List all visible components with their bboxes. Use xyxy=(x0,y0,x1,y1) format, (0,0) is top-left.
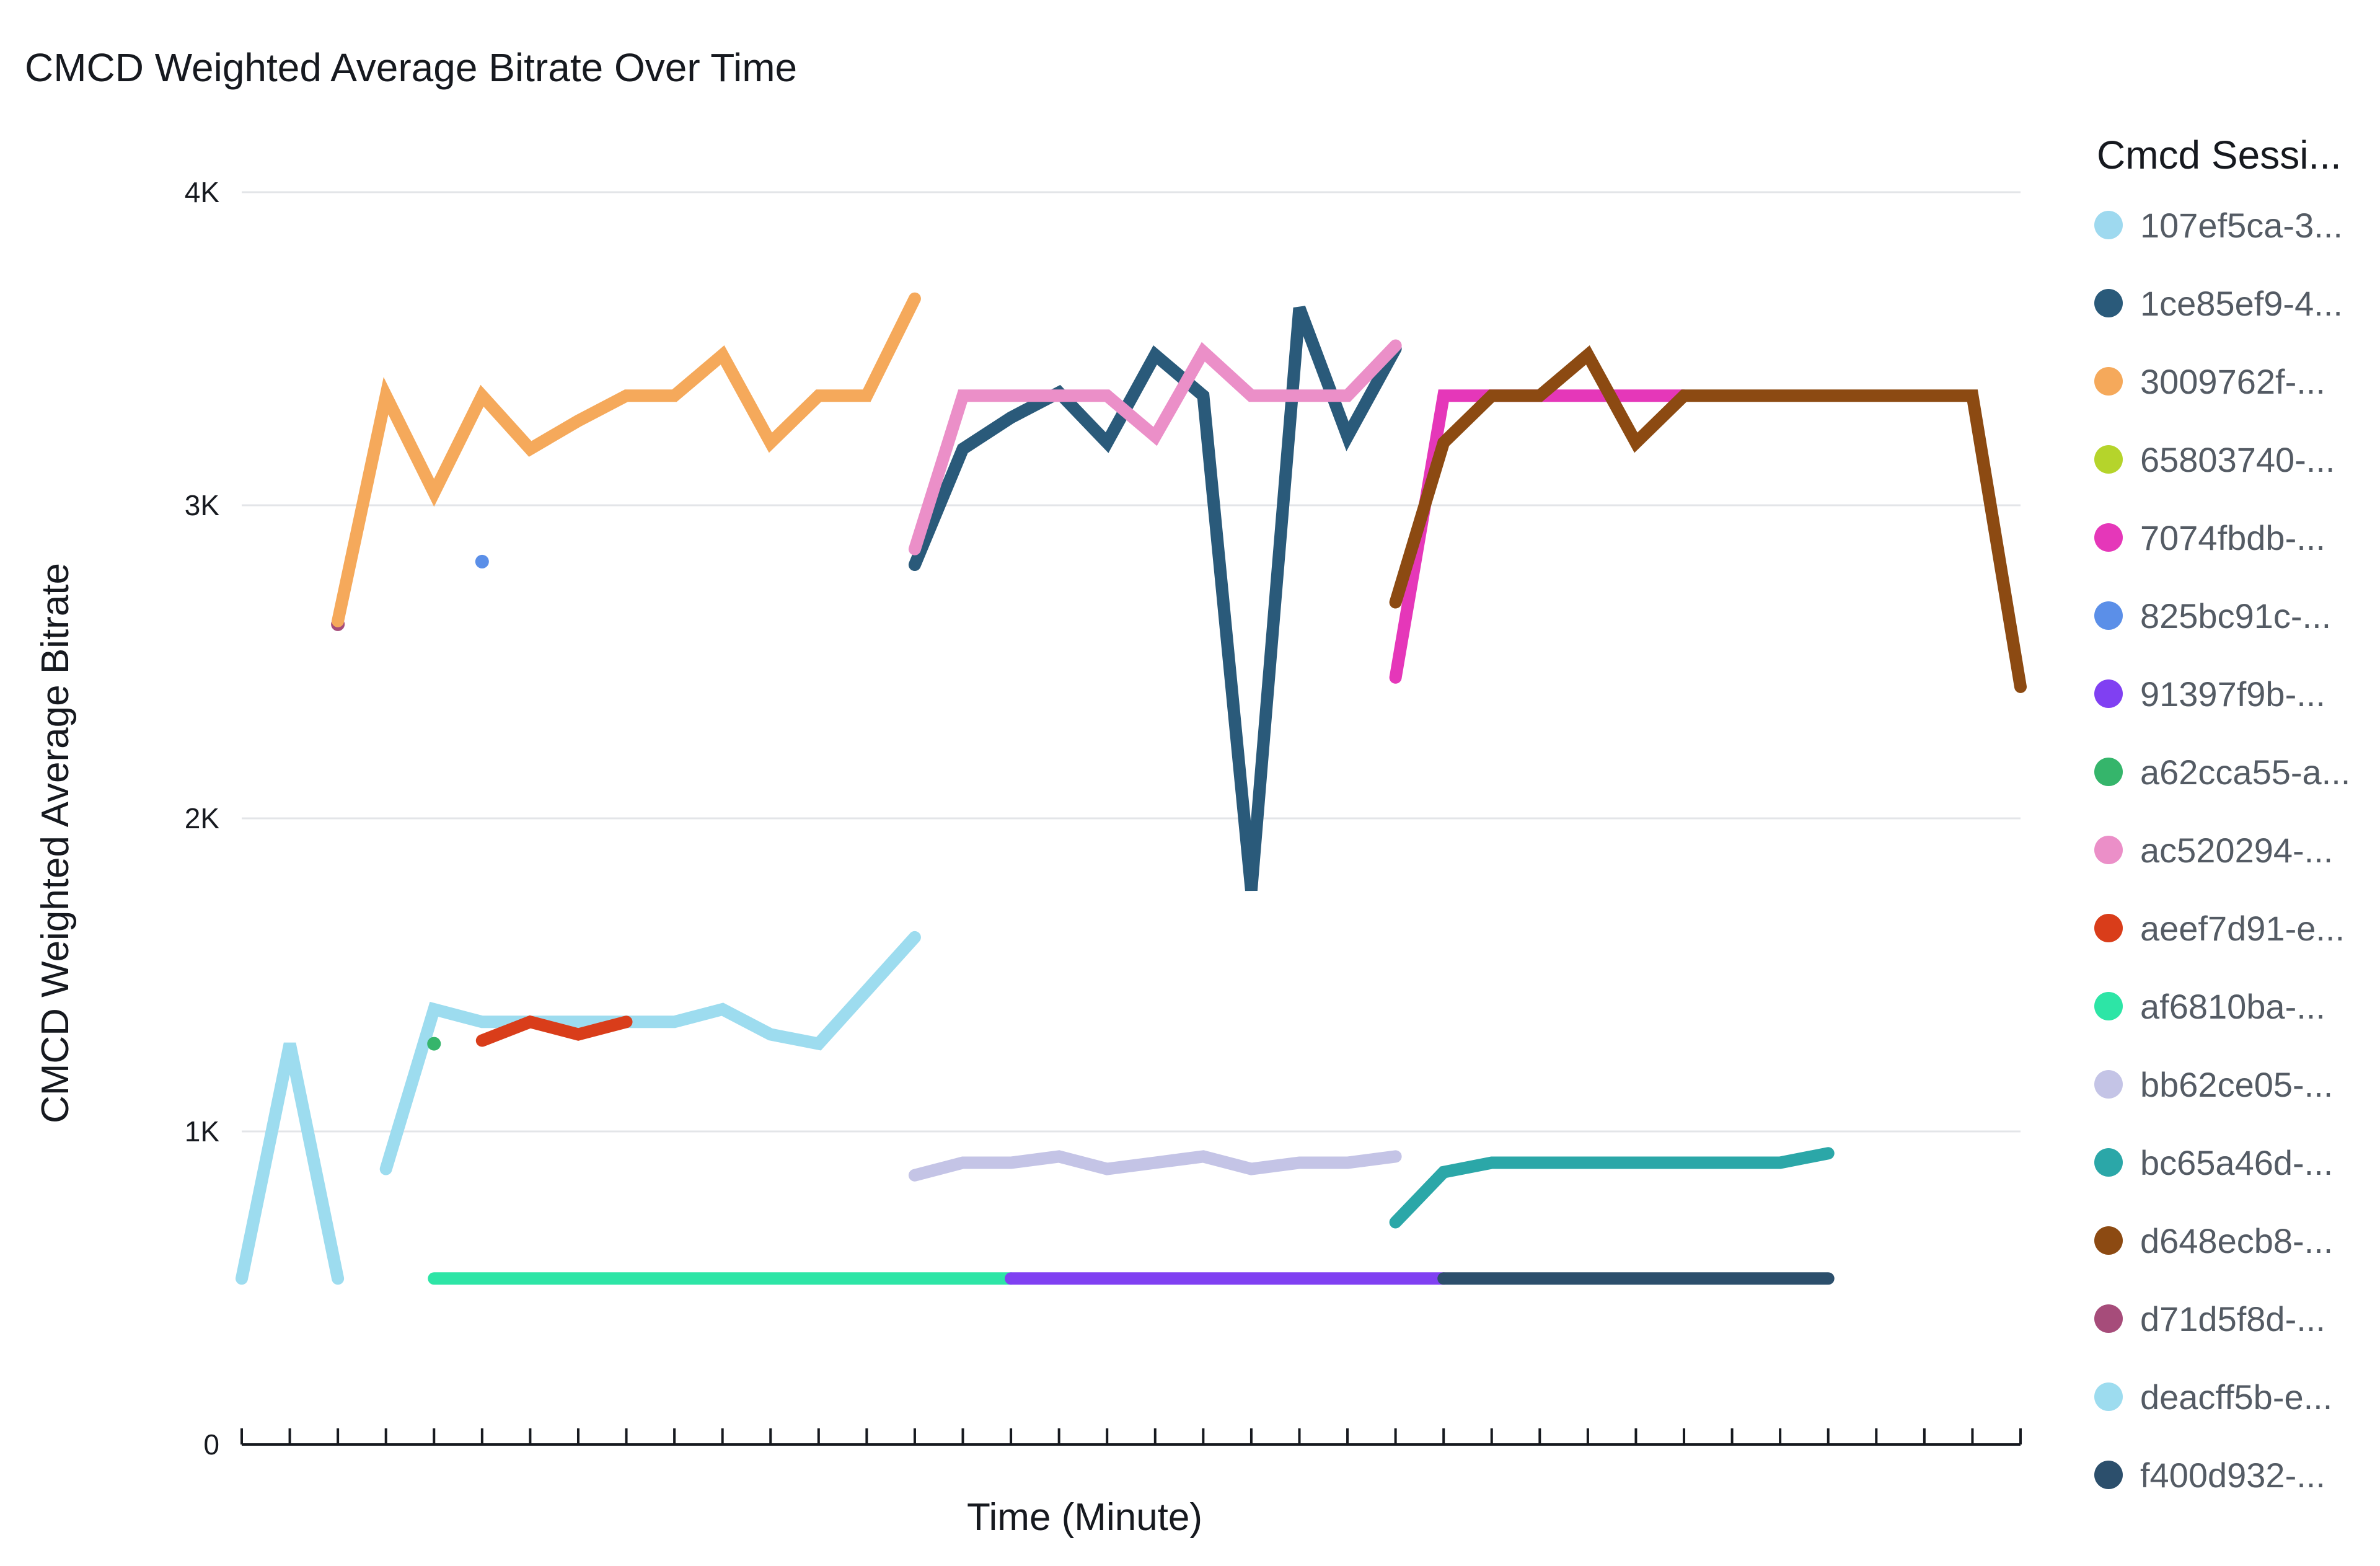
grid-lines xyxy=(242,191,2021,1133)
legend-swatch xyxy=(2094,914,2123,942)
series-point[interactable] xyxy=(475,554,489,568)
legend-item[interactable]: ac520294-... xyxy=(2086,811,2377,889)
legend-label: 65803740-... xyxy=(2140,440,2335,479)
legend-item[interactable]: deacff5b-e... xyxy=(2086,1358,2377,1436)
legend-item[interactable]: 3009762f-... xyxy=(2086,342,2377,420)
legend-swatch xyxy=(2094,1070,2123,1099)
legend-title: Cmcd Sessi... xyxy=(2097,133,2342,177)
legend-item[interactable]: a62cca55-a... xyxy=(2086,733,2377,811)
legend-swatch xyxy=(2094,367,2123,396)
legend-swatch xyxy=(2094,1382,2123,1411)
series-lines xyxy=(236,292,2027,1285)
legend-label: af6810ba-... xyxy=(2140,986,2325,1026)
series-line[interactable] xyxy=(236,1042,345,1285)
legend-swatch xyxy=(2094,1226,2123,1255)
series-line[interactable] xyxy=(475,1015,633,1047)
legend-item[interactable]: 65803740-... xyxy=(2086,420,2377,498)
legend-label: aeef7d91-e... xyxy=(2140,908,2345,948)
series-line[interactable] xyxy=(1389,345,2027,693)
series-line[interactable] xyxy=(1389,1147,1835,1229)
y-tick-labels: 0 1K 2K 3K 4K xyxy=(185,176,220,1461)
legend-swatch xyxy=(2094,836,2123,864)
legend-item[interactable]: aeef7d91-e... xyxy=(2086,889,2377,967)
legend-swatch xyxy=(2094,523,2123,552)
x-axis xyxy=(240,1428,2022,1446)
legend-swatch xyxy=(2094,1148,2123,1177)
legend-item[interactable]: 7074fbdb-... xyxy=(2086,498,2377,577)
legend-swatch xyxy=(2094,1461,2123,1489)
y-tick-label: 0 xyxy=(203,1428,219,1461)
legend-label: f400d932-... xyxy=(2140,1455,2325,1495)
legend-label: 1ce85ef9-4... xyxy=(2140,283,2343,323)
series-line[interactable] xyxy=(908,339,1402,555)
legend: Cmcd Sessi... 107ef5ca-3... 1ce85ef9-4...… xyxy=(2086,130,2377,1514)
series-line[interactable] xyxy=(908,306,1402,891)
series-point[interactable] xyxy=(427,1037,441,1051)
legend-item[interactable]: 91397f9b-... xyxy=(2086,655,2377,733)
series-line[interactable] xyxy=(908,1150,1402,1182)
legend-item[interactable]: af6810ba-... xyxy=(2086,967,2377,1045)
legend-label: bb62ce05-... xyxy=(2140,1064,2334,1104)
legend-item[interactable]: bc65a46d-... xyxy=(2086,1123,2377,1201)
legend-item[interactable]: 825bc91c-... xyxy=(2086,577,2377,655)
legend-swatch xyxy=(2094,758,2123,786)
legend-swatch xyxy=(2094,445,2123,474)
legend-swatch xyxy=(2094,1304,2123,1333)
legend-label: bc65a46d-... xyxy=(2140,1143,2334,1182)
y-axis-label: CMCD Weighted Average Bitrate xyxy=(34,563,77,1123)
legend-label: d71d5f8d-... xyxy=(2140,1299,2325,1338)
legend-item[interactable]: f400d932-... xyxy=(2086,1436,2377,1514)
series-line[interactable] xyxy=(379,931,921,1175)
legend-label: 91397f9b-... xyxy=(2140,674,2325,714)
legend-items: 107ef5ca-3... 1ce85ef9-4... 3009762f-... 65… xyxy=(2086,186,2377,1514)
legend-swatch xyxy=(2094,289,2123,317)
legend-item[interactable]: bb62ce05-... xyxy=(2086,1045,2377,1123)
x-axis-label: Time (Minute) xyxy=(967,1496,1202,1539)
legend-swatch xyxy=(2094,679,2123,708)
y-tick-label: 4K xyxy=(185,176,220,208)
legend-label: 3009762f-... xyxy=(2140,361,2325,401)
legend-label: 825bc91c-... xyxy=(2140,596,2332,635)
y-tick-label: 1K xyxy=(185,1115,220,1148)
legend-label: 7074fbdb-... xyxy=(2140,518,2325,557)
series-line[interactable] xyxy=(332,292,921,627)
legend-label: deacff5b-e... xyxy=(2140,1377,2333,1417)
chart-title: CMCD Weighted Average Bitrate Over Time xyxy=(25,45,798,90)
legend-label: ac520294-... xyxy=(2140,830,2334,870)
legend-swatch xyxy=(2094,211,2123,239)
y-tick-label: 3K xyxy=(185,489,220,521)
legend-label: d648ecb8-... xyxy=(2140,1221,2334,1260)
y-tick-label: 2K xyxy=(185,802,220,834)
legend-swatch xyxy=(2094,601,2123,630)
legend-item[interactable]: 107ef5ca-3... xyxy=(2086,186,2377,264)
legend-item[interactable]: d71d5f8d-... xyxy=(2086,1280,2377,1358)
legend-swatch xyxy=(2094,992,2123,1020)
legend-item[interactable]: d648ecb8-... xyxy=(2086,1201,2377,1280)
legend-label: 107ef5ca-3... xyxy=(2140,205,2343,245)
legend-item[interactable]: 1ce85ef9-4... xyxy=(2086,264,2377,342)
legend-label: a62cca55-a... xyxy=(2140,752,2351,792)
